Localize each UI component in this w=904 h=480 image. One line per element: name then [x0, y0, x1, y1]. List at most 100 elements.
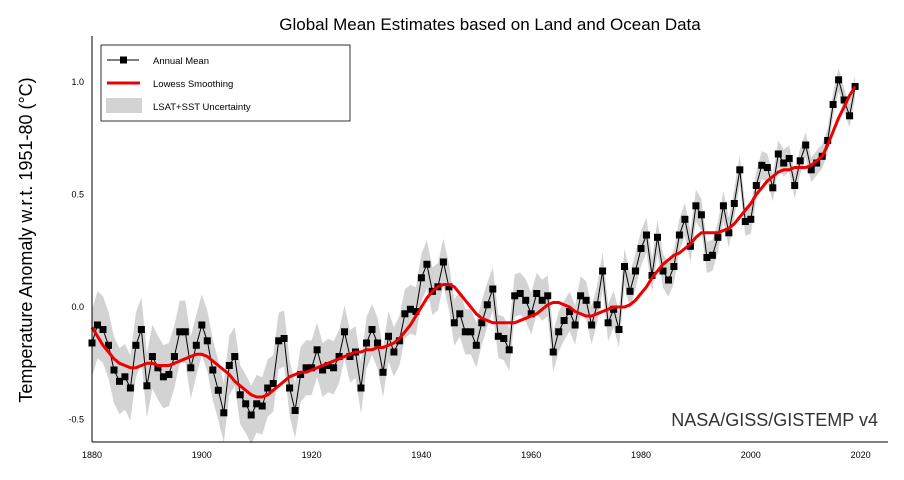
data-point-marker [231, 353, 239, 360]
data-point-marker [214, 386, 222, 394]
data-point-marker [192, 341, 200, 349]
data-point-marker [247, 411, 255, 419]
data-point-marker [637, 245, 645, 252]
x-tick-label: 1920 [302, 450, 322, 460]
data-point-marker [758, 161, 766, 169]
data-point-marker [829, 101, 837, 108]
data-point-marker [560, 317, 568, 324]
data-point-marker [286, 384, 294, 392]
data-point-marker [319, 366, 327, 374]
data-point-marker [527, 310, 535, 318]
data-point-marker [675, 231, 683, 239]
data-point-marker [225, 362, 233, 369]
legend-uncertainty-icon [106, 98, 142, 113]
data-point-marker [368, 326, 376, 333]
data-point-marker [719, 202, 727, 210]
data-point-marker [769, 184, 777, 192]
data-point-marker [472, 341, 480, 349]
data-point-marker [780, 159, 788, 167]
legend-square-marker-icon [120, 56, 127, 64]
data-point-marker [686, 242, 694, 250]
data-point-marker [412, 308, 420, 315]
x-tick-labels: 1880 1900 1920 1940 1960 1980 2000 2020 [82, 450, 871, 460]
source-annotation: NASA/GISS/GISTEMP v4 [671, 410, 878, 430]
data-point-marker [544, 292, 552, 300]
data-point-marker [588, 321, 596, 329]
data-point-marker [549, 348, 557, 356]
data-point-marker [659, 267, 667, 275]
data-point-marker [807, 166, 815, 174]
y-tick-label: 1.0 [71, 77, 84, 87]
lowess-series [90, 85, 857, 399]
data-point-marker [379, 368, 387, 376]
data-point-marker [708, 251, 716, 259]
uncertainty-band [92, 68, 856, 445]
data-point-marker [137, 326, 145, 333]
data-point-marker [538, 296, 546, 304]
data-point-marker [802, 141, 810, 149]
data-point-marker [242, 400, 250, 408]
data-point-marker [417, 274, 425, 282]
data-point-marker [692, 202, 700, 210]
data-point-marker [264, 384, 272, 392]
data-point-marker [533, 290, 541, 297]
data-point-marker [736, 166, 744, 174]
data-point-marker [643, 231, 650, 239]
data-point-marker [280, 335, 288, 342]
data-point-marker [846, 112, 854, 120]
data-point-marker [796, 157, 804, 165]
data-point-marker [505, 346, 513, 354]
data-point-marker [324, 362, 332, 369]
y-tick-labels: -0.5 0.0 0.5 1.0 [68, 77, 84, 425]
data-point-marker [291, 407, 299, 414]
y-tick-label: 0.5 [71, 190, 84, 200]
data-point-marker [154, 364, 162, 372]
data-point-marker [401, 310, 409, 318]
x-tick-label: 1880 [82, 450, 102, 460]
data-point-marker [824, 137, 832, 144]
data-point-marker [626, 287, 634, 295]
data-point-marker [763, 164, 771, 171]
data-point-marker [395, 337, 403, 345]
data-point-marker [511, 292, 519, 300]
data-point-marker [621, 263, 628, 270]
data-point-marker [176, 328, 184, 336]
data-point-marker [439, 258, 447, 266]
data-point-marker [697, 211, 705, 219]
x-tick-label: 1900 [192, 450, 212, 460]
data-point-marker [494, 332, 502, 340]
data-point-marker [330, 364, 338, 372]
data-point-marker [654, 233, 661, 241]
data-point-marker [341, 328, 348, 336]
data-point-marker [385, 332, 392, 340]
data-point-marker [99, 326, 107, 333]
data-point-marker [445, 283, 453, 291]
data-point-marker [148, 353, 156, 360]
legend-label-lowess: Lowess Smoothing [153, 79, 233, 90]
data-point-marker [632, 267, 639, 275]
legend: Annual Mean Lowess Smoothing LSAT+SST Un… [100, 44, 351, 122]
data-point-marker [478, 319, 486, 327]
data-point-marker [522, 296, 530, 304]
data-point-marker [791, 182, 799, 189]
annual-mean-series [88, 76, 859, 419]
data-point-marker [159, 373, 167, 381]
lowess-line [90, 85, 857, 399]
data-point-marker [220, 409, 228, 417]
data-point-marker [105, 341, 112, 349]
legend-label-annual: Annual Mean [153, 56, 209, 67]
data-point-marker [390, 348, 398, 356]
chart-title: Global Mean Estimates based on Land and … [279, 15, 701, 34]
data-point-marker [209, 366, 217, 374]
data-point-marker [406, 305, 414, 313]
data-point-marker [302, 364, 310, 372]
data-point-marker [203, 337, 211, 345]
y-axis-label: Temperature Anomaly w.r.t. 1951-80 (°C) [16, 77, 36, 402]
data-point-marker [566, 308, 574, 315]
x-tick-label: 1980 [631, 450, 651, 460]
data-point-marker [577, 292, 585, 300]
data-point-marker [94, 321, 101, 329]
data-point-marker [582, 296, 590, 304]
data-point-marker [308, 364, 316, 372]
data-point-marker [143, 382, 151, 390]
